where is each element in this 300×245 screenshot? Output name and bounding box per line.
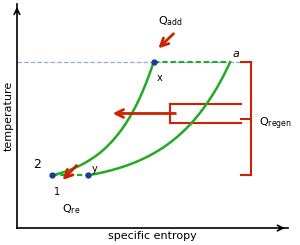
Text: y: y [91, 164, 97, 174]
Text: x: x [156, 73, 162, 83]
X-axis label: specific entropy: specific entropy [108, 231, 196, 241]
Text: Q$_{\rm re}$: Q$_{\rm re}$ [62, 202, 81, 216]
Text: 1: 1 [54, 187, 60, 197]
Text: Q$_{\rm regen}$: Q$_{\rm regen}$ [259, 116, 292, 132]
Y-axis label: temperature: temperature [4, 81, 14, 151]
Text: a: a [233, 49, 240, 60]
Text: 2: 2 [34, 158, 41, 171]
Text: Q$_{\rm add}$: Q$_{\rm add}$ [158, 14, 182, 28]
